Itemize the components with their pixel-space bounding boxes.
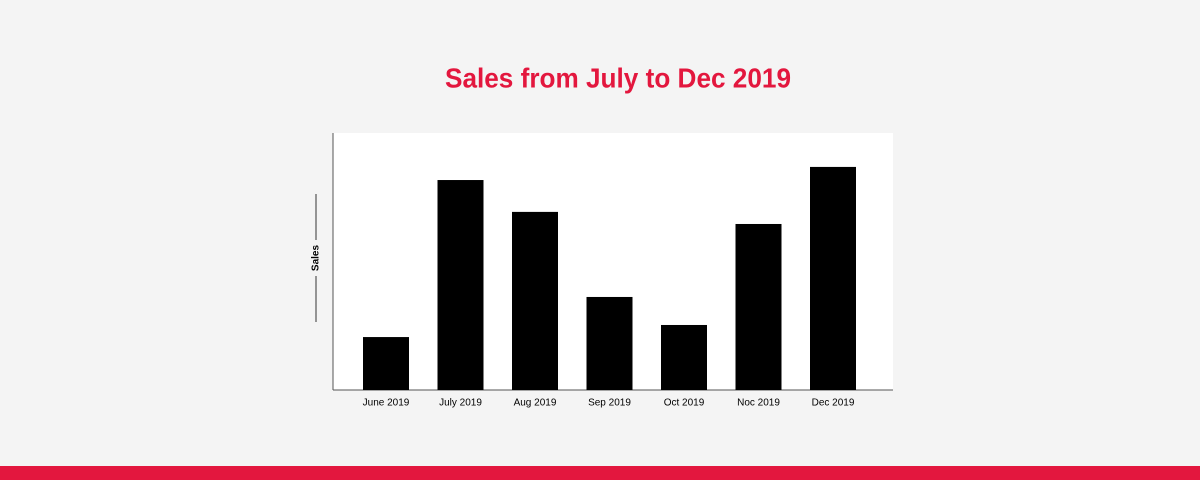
x-tick-label: Noc 2019 — [737, 398, 780, 409]
y-axis-label: Sales — [311, 244, 322, 271]
bar — [661, 324, 707, 390]
bar — [810, 166, 856, 390]
x-tick-label: Aug 2019 — [514, 398, 557, 409]
x-tick-label: Dec 2019 — [812, 398, 855, 409]
bar — [735, 223, 782, 390]
x-tick-label: July 2019 — [439, 398, 482, 409]
bar — [363, 337, 409, 390]
bar — [586, 296, 633, 390]
x-tick-label: Oct 2019 — [664, 398, 705, 409]
bar — [512, 211, 558, 390]
bar — [437, 180, 484, 390]
chart-title: Sales from July to Dec 2019 — [445, 62, 791, 93]
footer-bar — [0, 466, 1200, 480]
x-tick-label: June 2019 — [363, 398, 410, 409]
x-tick-label: Sep 2019 — [588, 398, 631, 409]
